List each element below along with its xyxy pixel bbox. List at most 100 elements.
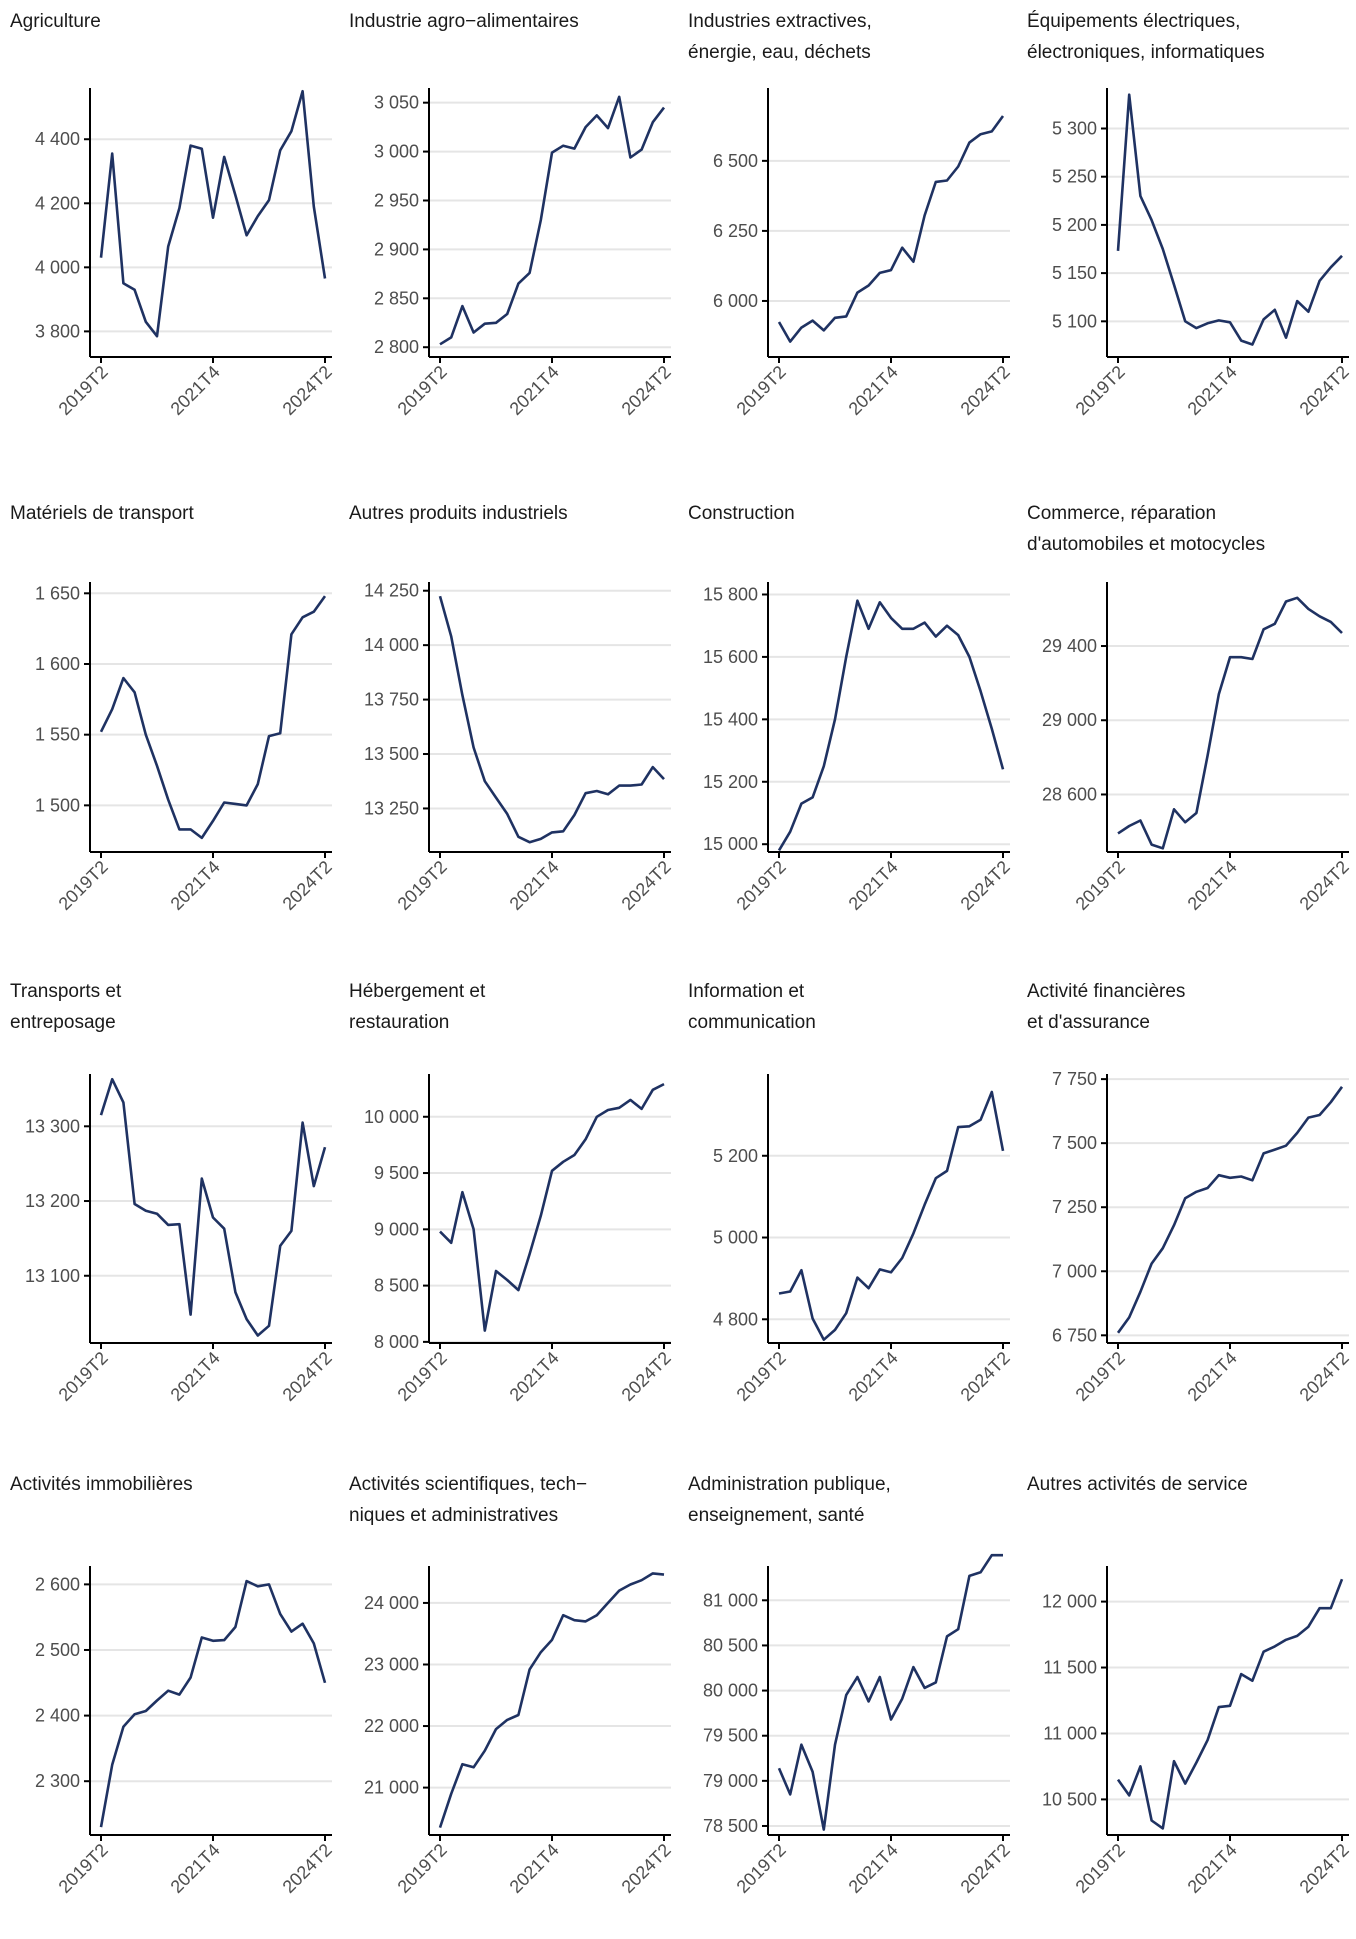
- x-tick-label: 2021T4: [167, 1840, 224, 1897]
- x-tick-label: 2019T2: [733, 857, 790, 914]
- y-tick-label: 6 750: [1052, 1325, 1097, 1345]
- series-line: [99, 89, 327, 338]
- y-tick-label: 1 600: [35, 654, 80, 674]
- chart-panel: Activité financières et d'assurance 6 750…: [1017, 970, 1356, 1446]
- y-tick-label: 1 550: [35, 725, 80, 745]
- y-tick-label: 6 000: [713, 291, 758, 311]
- y-tick-label: 7 500: [1052, 1133, 1097, 1153]
- line-chart: 28 600 29 000 29 400 2019T2 2021T4 2024T2: [1042, 582, 1353, 914]
- y-tick-label: 14 250: [364, 581, 419, 601]
- y-tick-label: 4 400: [35, 129, 80, 149]
- y-tick-label: 13 200: [25, 1191, 80, 1211]
- series-line: [1116, 1578, 1344, 1830]
- y-tick-label: 15 600: [703, 647, 758, 667]
- y-tick-label: 79 000: [703, 1771, 758, 1791]
- y-tick-label: 3 050: [374, 93, 419, 113]
- y-tick-label: 79 500: [703, 1726, 758, 1746]
- y-tick-label: 2 300: [35, 1771, 80, 1791]
- line-chart: 2 300 2 400 2 500 2 600 2019T2 2021T4 2024T2: [35, 1566, 336, 1897]
- line-chart: 2 800 2 850 2 900 2 950 3 000 3 050 2019T2 2021…: [374, 88, 675, 419]
- y-tick-label: 2 800: [374, 337, 419, 357]
- chart-panel: Commerce, réparation d'automobiles et mo…: [1017, 492, 1356, 968]
- x-tick-label: 2019T2: [55, 362, 112, 419]
- x-tick-label: 2019T2: [1072, 362, 1129, 419]
- series-line: [439, 1082, 665, 1332]
- line-chart: 6 000 6 250 6 500 2019T2 2021T4 2024T2: [713, 88, 1014, 419]
- x-tick-label: 2024T2: [279, 1840, 336, 1897]
- y-tick-label: 80 000: [703, 1681, 758, 1701]
- x-tick-label: 2024T2: [957, 1348, 1014, 1405]
- series-line: [438, 1572, 665, 1829]
- chart-title: Administration publique, enseignement, s…: [688, 1474, 891, 1526]
- y-tick-label: 4 200: [35, 193, 80, 213]
- y-tick-label: 13 750: [364, 690, 419, 710]
- chart-title: Construction: [688, 503, 795, 524]
- x-tick-label: 2019T2: [55, 1348, 112, 1405]
- x-tick-label: 2024T2: [957, 362, 1014, 419]
- y-tick-label: 4 800: [713, 1309, 758, 1329]
- y-tick-label: 10 000: [364, 1107, 419, 1127]
- y-tick-label: 11 500: [1043, 1658, 1097, 1678]
- line-chart: 21 000 22 000 23 000 24 000 2019T2 2021T4 2024…: [364, 1566, 675, 1897]
- chart-title: Agriculture: [10, 11, 101, 32]
- x-tick-label: 2021T4: [1184, 1840, 1241, 1897]
- line-chart: 15 000 15 200 15 400 15 600 15 800 2019T2 2021…: [703, 582, 1014, 914]
- chart-title: Industrie agro−alimentaires: [349, 11, 579, 32]
- x-tick-label: 2019T2: [394, 1840, 451, 1897]
- y-tick-label: 3 000: [374, 142, 419, 162]
- chart-panel: Autres produits industriels 13 250 13 500 1…: [339, 492, 678, 968]
- series-line: [778, 1090, 1005, 1342]
- y-tick-label: 2 600: [35, 1574, 80, 1594]
- x-tick-label: 2021T4: [1184, 362, 1241, 419]
- y-tick-label: 13 250: [364, 798, 419, 818]
- x-tick-label: 2019T2: [394, 1348, 451, 1405]
- chart-title: Commerce, réparation d'automobiles et mo…: [1027, 503, 1266, 555]
- series-line: [99, 595, 327, 840]
- y-tick-label: 7 000: [1052, 1261, 1097, 1281]
- y-tick-label: 6 250: [713, 221, 758, 241]
- chart-panel: Activités immobilières 2 300 2 400 2 500 2 6…: [0, 1463, 339, 1939]
- y-tick-label: 5 200: [713, 1146, 758, 1166]
- y-tick-label: 9 500: [374, 1163, 419, 1183]
- y-tick-label: 2 900: [374, 239, 419, 259]
- series-line: [99, 1579, 327, 1828]
- x-tick-label: 2021T4: [506, 1840, 563, 1897]
- x-tick-label: 2019T2: [733, 1840, 790, 1897]
- y-tick-label: 9 000: [374, 1219, 419, 1239]
- line-chart: 78 500 79 000 79 500 80 000 80 500 81 000 2019…: [703, 1553, 1014, 1897]
- x-tick-label: 2024T2: [618, 362, 675, 419]
- series-line: [777, 115, 1005, 343]
- x-tick-label: 2024T2: [618, 857, 675, 914]
- series-line: [777, 599, 1005, 852]
- chart-panel: Information et communication 4 800 5 000 5 …: [678, 970, 1017, 1446]
- chart-title: Équipements électriques, électroniques, …: [1027, 11, 1265, 63]
- y-tick-label: 78 500: [703, 1816, 758, 1836]
- y-tick-label: 22 000: [364, 1716, 419, 1736]
- series-line: [1116, 1086, 1344, 1334]
- chart-panel: Activités scientifiques, tech− niques et…: [339, 1463, 678, 1939]
- y-tick-label: 8 500: [374, 1276, 419, 1296]
- x-tick-label: 2021T4: [506, 1348, 563, 1405]
- y-tick-label: 8 000: [374, 1332, 419, 1352]
- x-tick-label: 2021T4: [1184, 857, 1241, 914]
- y-tick-label: 1 650: [35, 583, 80, 603]
- y-tick-label: 4 000: [35, 257, 80, 277]
- line-chart: 13 250 13 500 13 750 14 000 14 250 2019T2 2021…: [364, 581, 675, 914]
- series-line: [1117, 596, 1343, 850]
- series-line: [438, 595, 665, 844]
- line-chart: 1 500 1 550 1 600 1 650 2019T2 2021T4 2024T2: [35, 582, 336, 914]
- x-tick-label: 2021T4: [167, 362, 224, 419]
- x-tick-label: 2021T4: [845, 1348, 902, 1405]
- line-chart: 4 800 5 000 5 200 2019T2 2021T4 2024T2: [713, 1074, 1014, 1405]
- y-tick-label: 13 100: [25, 1266, 80, 1286]
- y-tick-label: 29 000: [1042, 710, 1097, 730]
- x-tick-label: 2021T4: [1184, 1348, 1241, 1405]
- chart-title: Information et communication: [688, 981, 816, 1033]
- y-tick-label: 7 250: [1052, 1197, 1097, 1217]
- chart-title: Industries extractives, énergie, eau, dé…: [688, 11, 872, 63]
- chart-panel: Industries extractives, énergie, eau, dé…: [678, 0, 1017, 476]
- x-tick-label: 2024T2: [957, 1840, 1014, 1897]
- y-tick-label: 15 200: [703, 772, 758, 792]
- y-tick-label: 15 800: [703, 584, 758, 604]
